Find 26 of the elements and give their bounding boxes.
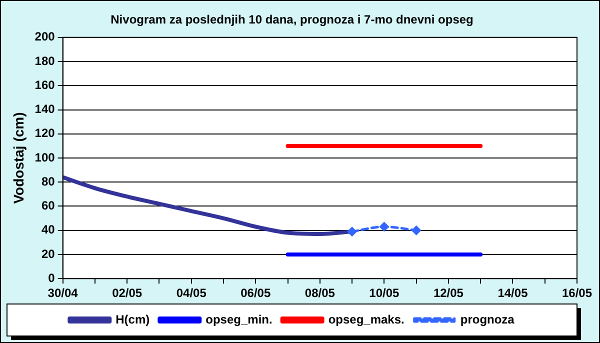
y-tick-label: 60 <box>41 198 56 213</box>
x-tick-label: 06/05 <box>240 286 271 300</box>
legend-label: H(cm) <box>116 312 150 326</box>
x-tick-label: 04/05 <box>176 286 207 300</box>
x-tick-label: 02/05 <box>112 286 142 300</box>
x-tick-label: 14/05 <box>498 286 528 300</box>
y-tick-label: 120 <box>34 126 56 140</box>
x-tick-label: 10/05 <box>369 286 400 300</box>
legend-label: prognoza <box>460 312 515 326</box>
x-tick-label: 30/04 <box>48 286 78 300</box>
x-tick-label: 08/05 <box>304 286 336 300</box>
y-tick-label: 80 <box>41 174 56 188</box>
y-tick-label: 140 <box>34 102 56 116</box>
legend-label: opseg_maks. <box>328 312 404 326</box>
chart-title: Nivogram za poslednjih 10 dana, prognoza i 7-mo dnevni opseg <box>110 12 474 27</box>
y-tick-label: 160 <box>34 78 56 92</box>
y-tick-label: 40 <box>41 222 56 237</box>
y-tick-label: 20 <box>41 246 56 261</box>
y-tick-label: 200 <box>34 30 56 44</box>
legend-label: opseg_min. <box>206 312 272 326</box>
y-tick-label: 0 <box>48 270 56 285</box>
y-axis-title: Vodostaj (cm) <box>10 112 26 204</box>
y-tick-label: 100 <box>34 150 56 164</box>
y-tick-label: 180 <box>34 54 56 68</box>
x-tick-label: 12/05 <box>433 286 464 300</box>
x-tick-label: 16/05 <box>562 286 592 300</box>
